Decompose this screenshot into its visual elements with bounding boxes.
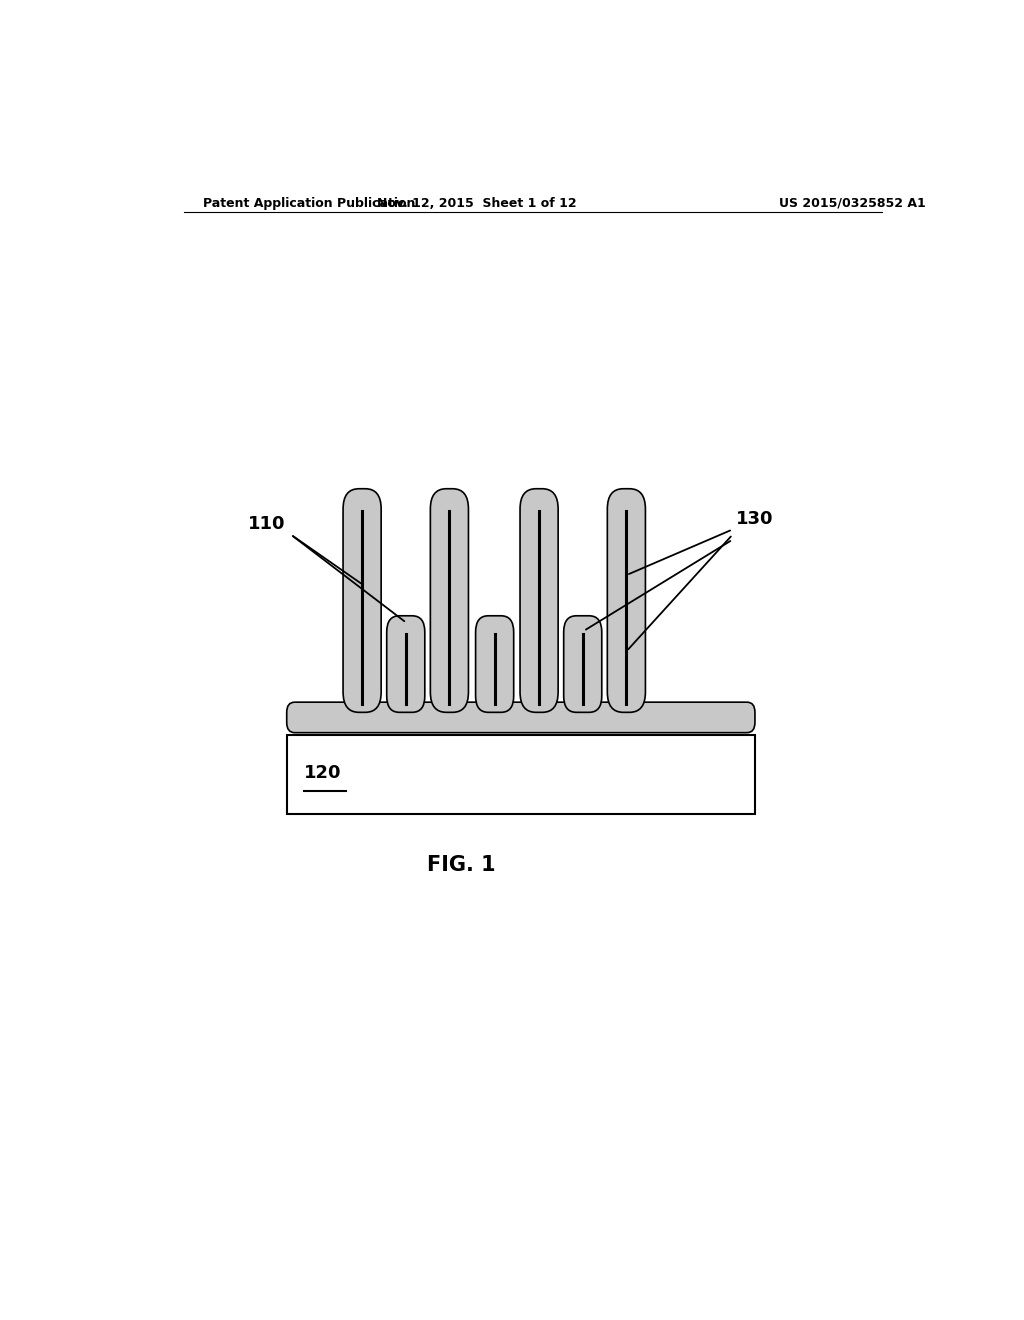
Text: 120: 120: [304, 764, 342, 781]
FancyBboxPatch shape: [563, 615, 602, 713]
FancyBboxPatch shape: [387, 615, 425, 713]
Bar: [287, 735, 755, 814]
FancyBboxPatch shape: [475, 615, 514, 713]
Text: 110: 110: [248, 515, 286, 533]
Text: Nov. 12, 2015  Sheet 1 of 12: Nov. 12, 2015 Sheet 1 of 12: [378, 197, 577, 210]
FancyBboxPatch shape: [607, 488, 645, 713]
FancyBboxPatch shape: [520, 488, 558, 713]
Text: US 2015/0325852 A1: US 2015/0325852 A1: [778, 197, 926, 210]
Text: FIG. 1: FIG. 1: [427, 855, 496, 875]
FancyBboxPatch shape: [430, 488, 468, 713]
FancyBboxPatch shape: [343, 488, 381, 713]
Text: 130: 130: [736, 511, 774, 528]
FancyBboxPatch shape: [287, 702, 755, 733]
Text: Patent Application Publication: Patent Application Publication: [204, 197, 416, 210]
